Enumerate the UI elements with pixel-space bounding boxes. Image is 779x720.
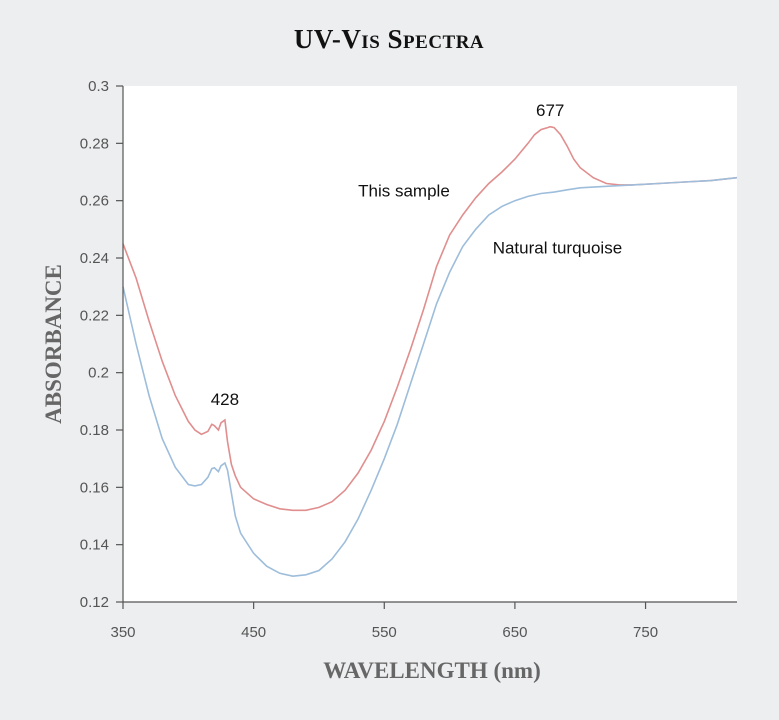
y-tick-label: 0.18: [80, 422, 109, 439]
x-tick-label: 750: [633, 624, 658, 641]
y-axis-title: ABSORBANCE: [41, 264, 66, 424]
x-tick-label: 650: [502, 624, 527, 641]
peak-label-2: 677: [536, 101, 564, 120]
chart-title: UV-Vis Spectra: [294, 24, 484, 54]
labels-group: This sample Natural turquoise 428 677: [211, 101, 622, 409]
y-tick-label: 0.14: [80, 537, 109, 554]
plot-area: [123, 86, 737, 602]
series-line-1: [122, 125, 738, 512]
y-tick-label: 0.22: [80, 307, 109, 324]
series-label-2: Natural turquoise: [493, 239, 622, 258]
y-tick-label: 0.26: [80, 193, 109, 210]
y-ticks: 0.12 0.14 0.16 0.18 0.2 0.22 0.24 0.26 0.28 0.3: [80, 78, 123, 611]
peak-label-1: 428: [211, 390, 239, 409]
y-tick-label: 0.3: [88, 78, 109, 95]
x-tick-label: 350: [110, 624, 135, 641]
y-tick-label: 0.24: [80, 250, 109, 267]
x-tick-label: 450: [241, 624, 266, 641]
x-ticks: 350 450 550 650 750: [110, 602, 658, 641]
y-tick-label: 0.28: [80, 135, 109, 152]
y-tick-label: 0.12: [80, 594, 109, 611]
series-group: [122, 125, 738, 578]
series-line-2: [122, 176, 738, 578]
y-tick-label: 0.2: [88, 365, 109, 382]
x-axis-title: WAVELENGTH (nm): [323, 658, 540, 683]
y-tick-label: 0.16: [80, 479, 109, 496]
x-tick-label: 550: [372, 624, 397, 641]
series-label-1: This sample: [358, 181, 450, 200]
